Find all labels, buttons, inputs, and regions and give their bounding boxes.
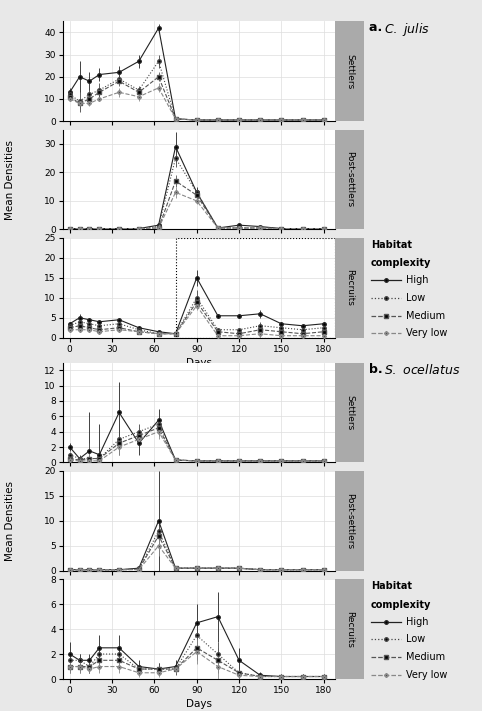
Text: Mean Densities: Mean Densities	[5, 481, 14, 561]
Text: Mean Densities: Mean Densities	[5, 139, 14, 220]
Text: Recruits: Recruits	[345, 611, 354, 648]
Text: Medium: Medium	[406, 652, 445, 662]
X-axis label: Days: Days	[186, 699, 212, 709]
Text: Low: Low	[406, 293, 425, 303]
Text: Settlers: Settlers	[345, 395, 354, 430]
Text: Very low: Very low	[406, 328, 447, 338]
Text: High: High	[406, 616, 428, 626]
Text: Habitat: Habitat	[371, 581, 412, 591]
Text: a.: a.	[369, 21, 387, 34]
Text: Very low: Very low	[406, 670, 447, 680]
Text: Habitat: Habitat	[371, 240, 412, 250]
Text: $\it{C.\ julis}$: $\it{C.\ julis}$	[384, 21, 430, 38]
Text: Post-settlers: Post-settlers	[345, 151, 354, 208]
X-axis label: Days: Days	[186, 358, 212, 368]
Text: Low: Low	[406, 634, 425, 644]
Text: b.: b.	[369, 363, 387, 375]
Text: complexity: complexity	[371, 258, 431, 268]
Bar	[175, 238, 335, 338]
Text: $\it{S.\ ocellatus}$: $\it{S.\ ocellatus}$	[384, 363, 460, 377]
Text: Recruits: Recruits	[345, 269, 354, 306]
Text: Medium: Medium	[406, 311, 445, 321]
Text: complexity: complexity	[371, 599, 431, 609]
Text: Post-settlers: Post-settlers	[345, 493, 354, 549]
Text: High: High	[406, 275, 428, 285]
Text: Settlers: Settlers	[345, 53, 354, 89]
